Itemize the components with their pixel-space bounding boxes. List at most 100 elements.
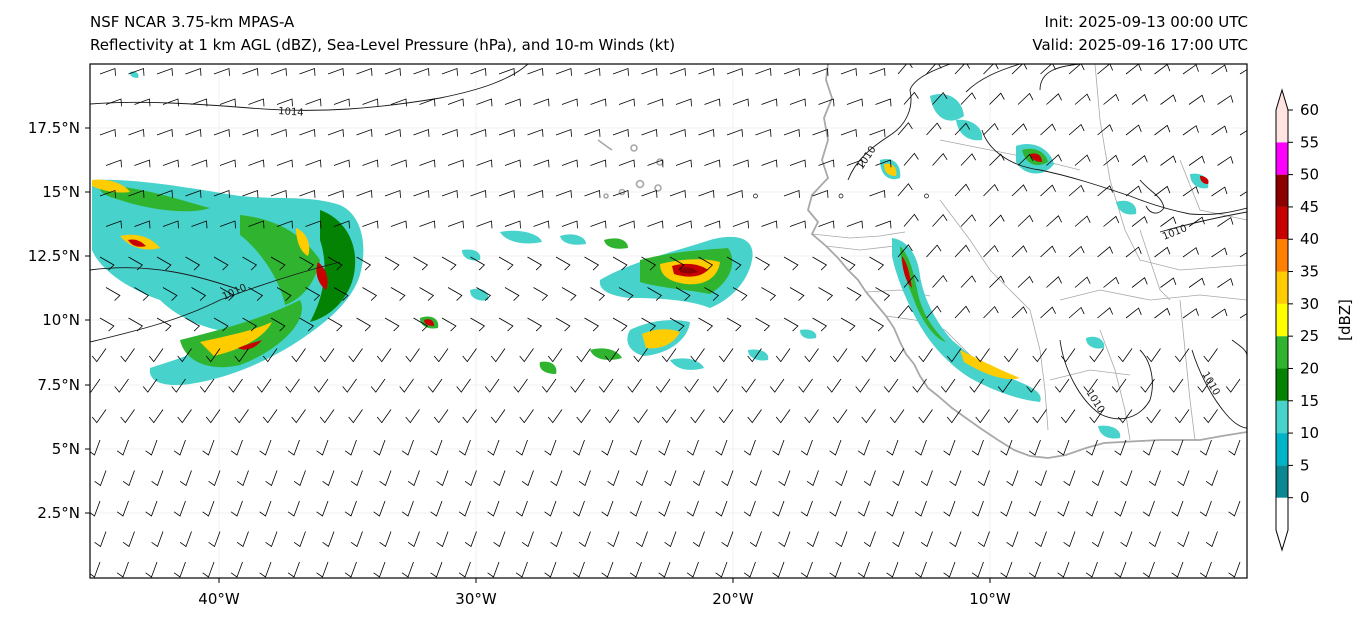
wind-barb xyxy=(607,531,620,548)
wind-barb xyxy=(698,189,715,198)
wind-barb xyxy=(869,128,886,137)
wind-barb xyxy=(401,561,414,578)
wind-barb xyxy=(413,189,430,198)
wind-barb xyxy=(1040,245,1056,258)
wind-barb xyxy=(897,244,913,258)
wind-barb xyxy=(570,378,585,393)
wind-barb xyxy=(555,189,572,198)
wind-barb xyxy=(975,409,990,424)
wind-barb xyxy=(99,317,115,332)
wind-barb xyxy=(897,122,913,136)
wind-barb xyxy=(1188,155,1205,166)
wind-barb xyxy=(116,500,129,517)
wind-barb xyxy=(527,317,543,332)
wind-barb xyxy=(1142,439,1155,456)
wind-barb xyxy=(732,287,748,301)
wind-barb xyxy=(1040,123,1056,136)
wind-barb xyxy=(350,531,363,548)
lat-tick-label: 5°N xyxy=(52,440,80,458)
wind-barb xyxy=(1074,276,1091,288)
wind-barb xyxy=(462,348,477,363)
wind-barb xyxy=(476,287,492,301)
wind-barb xyxy=(612,67,629,76)
wind-barb xyxy=(861,348,876,363)
wind-barb xyxy=(943,439,956,456)
wind-barb xyxy=(818,159,835,168)
wind-barb xyxy=(464,470,477,487)
wind-barb xyxy=(1120,470,1133,487)
wind-barb xyxy=(498,317,514,332)
wind-barb xyxy=(1040,306,1056,319)
wind-barb xyxy=(718,348,734,363)
wind-barb xyxy=(305,98,322,107)
wind-barb xyxy=(704,287,720,301)
wind-barb xyxy=(1011,184,1028,197)
wind-barb xyxy=(527,128,544,137)
wind-barb xyxy=(1097,64,1114,75)
wind-barb xyxy=(1182,308,1199,319)
wind-barb xyxy=(234,348,249,363)
wind-barb xyxy=(783,256,799,271)
wind-barb xyxy=(401,500,414,517)
wind-barb xyxy=(1177,470,1190,487)
wind-barb xyxy=(743,500,756,517)
wind-barb xyxy=(1154,307,1171,319)
wind-barb xyxy=(943,561,956,578)
wind-barb xyxy=(920,531,933,548)
wind-barb xyxy=(1057,561,1070,578)
wind-barb xyxy=(590,98,607,107)
wind-barb xyxy=(1011,123,1028,136)
wind-barb xyxy=(686,500,699,517)
wind-barb xyxy=(1125,185,1142,197)
wind-barb xyxy=(156,67,173,76)
wind-barb xyxy=(555,317,571,332)
wind-barb xyxy=(441,128,458,137)
wind-barb xyxy=(527,67,544,76)
wind-barb xyxy=(433,348,449,363)
wind-barb xyxy=(812,189,829,198)
colorbar-label: [dBZ] xyxy=(1336,299,1354,341)
wind-barb xyxy=(550,531,563,548)
wind-barb xyxy=(413,317,429,332)
wind-barb xyxy=(800,439,813,456)
colorbar-segment xyxy=(1276,465,1288,498)
wind-barb xyxy=(664,470,677,487)
wind-barb xyxy=(971,439,984,456)
colorbar-segment xyxy=(1276,368,1288,401)
wind-barb xyxy=(1171,439,1184,456)
wind-barb xyxy=(1011,306,1028,319)
wind-barb xyxy=(1083,378,1098,393)
wind-barb xyxy=(1125,307,1142,319)
wind-barb xyxy=(718,409,734,424)
wind-barb xyxy=(726,67,743,76)
wind-barb xyxy=(818,98,835,107)
wind-barb xyxy=(983,183,999,197)
wind-barb xyxy=(926,305,942,319)
wind-barb xyxy=(390,159,407,168)
wind-barb xyxy=(932,152,948,166)
wind-barb xyxy=(134,159,151,168)
wind-barb xyxy=(903,152,919,166)
wind-barb xyxy=(975,348,990,363)
wind-barb xyxy=(675,98,692,107)
wind-barb xyxy=(635,470,648,487)
wind-barb xyxy=(704,98,721,107)
wind-barb xyxy=(344,439,357,456)
wind-barb xyxy=(960,275,977,288)
fields-subtitle: Reflectivity at 1 km AGL (dBZ), Sea-Leve… xyxy=(90,36,676,54)
wind-barb xyxy=(173,439,186,456)
wind-barb xyxy=(812,317,828,332)
wind-barb xyxy=(270,256,286,271)
wind-barb xyxy=(926,122,942,136)
wind-barb xyxy=(547,348,563,363)
wind-barb xyxy=(1160,94,1177,105)
wind-barb xyxy=(173,500,186,517)
wind-barb xyxy=(778,470,791,487)
wind-barb xyxy=(1040,64,1056,75)
lat-tick-label: 7.5°N xyxy=(37,376,80,394)
wind-barb xyxy=(344,500,357,517)
wind-barb xyxy=(185,189,202,198)
wind-barb xyxy=(1068,306,1085,319)
wind-barb xyxy=(886,439,899,456)
wind-barb xyxy=(772,561,785,578)
